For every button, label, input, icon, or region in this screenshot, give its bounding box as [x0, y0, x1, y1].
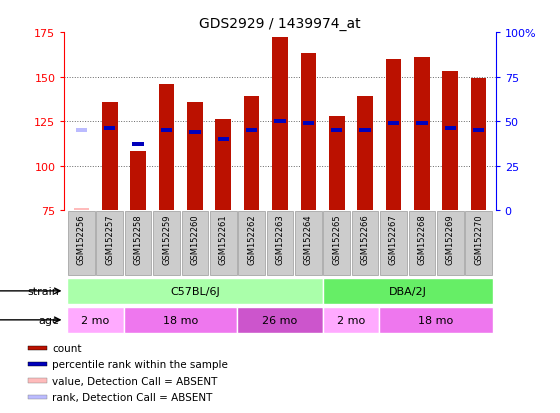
FancyBboxPatch shape — [408, 212, 435, 275]
Bar — [471, 79, 487, 211]
FancyBboxPatch shape — [153, 212, 180, 275]
Bar — [303, 121, 314, 126]
Bar — [388, 121, 399, 126]
Text: DBA/2J: DBA/2J — [389, 286, 427, 296]
Text: GSM152262: GSM152262 — [247, 214, 256, 264]
Bar — [27, 346, 47, 350]
FancyBboxPatch shape — [124, 307, 237, 333]
Bar — [27, 378, 47, 383]
Bar — [473, 128, 484, 133]
Bar — [27, 362, 47, 366]
FancyBboxPatch shape — [181, 212, 208, 275]
FancyBboxPatch shape — [67, 278, 323, 304]
FancyBboxPatch shape — [465, 212, 492, 275]
Text: 18 mo: 18 mo — [163, 315, 198, 325]
Bar — [130, 152, 146, 211]
Text: GSM152269: GSM152269 — [446, 214, 455, 264]
FancyBboxPatch shape — [324, 212, 350, 275]
Bar — [442, 72, 458, 211]
Bar — [187, 102, 203, 211]
Text: GSM152263: GSM152263 — [276, 214, 284, 265]
FancyBboxPatch shape — [237, 307, 323, 333]
Bar — [416, 121, 427, 126]
FancyBboxPatch shape — [295, 212, 321, 275]
Bar — [272, 38, 288, 211]
Text: strain: strain — [27, 286, 59, 296]
Bar — [104, 127, 115, 131]
Bar — [189, 130, 200, 135]
Bar — [73, 209, 89, 211]
Text: GSM152267: GSM152267 — [389, 214, 398, 265]
FancyBboxPatch shape — [352, 212, 379, 275]
Text: GSM152266: GSM152266 — [361, 214, 370, 265]
Bar — [102, 102, 118, 211]
Bar — [244, 97, 259, 211]
FancyBboxPatch shape — [96, 212, 123, 275]
Text: GSM152258: GSM152258 — [134, 214, 143, 264]
Text: GSM152264: GSM152264 — [304, 214, 313, 264]
Bar — [445, 127, 456, 131]
Text: age: age — [38, 315, 59, 325]
FancyBboxPatch shape — [210, 212, 236, 275]
Bar — [386, 60, 402, 211]
FancyBboxPatch shape — [267, 212, 293, 275]
FancyBboxPatch shape — [323, 307, 379, 333]
Text: GSM152261: GSM152261 — [219, 214, 228, 264]
Text: 2 mo: 2 mo — [82, 315, 110, 325]
Bar — [329, 116, 344, 211]
FancyBboxPatch shape — [380, 212, 407, 275]
Bar — [216, 120, 231, 211]
Text: 2 mo: 2 mo — [337, 315, 365, 325]
Text: value, Detection Call = ABSENT: value, Detection Call = ABSENT — [53, 376, 218, 386]
Bar — [301, 55, 316, 211]
FancyBboxPatch shape — [437, 212, 464, 275]
Text: count: count — [53, 343, 82, 353]
FancyBboxPatch shape — [239, 212, 265, 275]
Text: C57BL/6J: C57BL/6J — [170, 286, 220, 296]
Bar — [246, 128, 257, 133]
Text: 26 mo: 26 mo — [263, 315, 297, 325]
Bar — [133, 143, 144, 147]
Bar — [357, 97, 373, 211]
Text: GSM152256: GSM152256 — [77, 214, 86, 264]
Text: GSM152259: GSM152259 — [162, 214, 171, 264]
Text: GSM152270: GSM152270 — [474, 214, 483, 264]
Bar — [161, 128, 172, 133]
Bar — [27, 395, 47, 399]
Text: GSM152268: GSM152268 — [417, 214, 426, 265]
Bar — [218, 138, 229, 142]
FancyBboxPatch shape — [379, 307, 493, 333]
Bar — [331, 128, 342, 133]
Bar — [76, 128, 87, 133]
Bar — [414, 58, 430, 211]
FancyBboxPatch shape — [125, 212, 152, 275]
Title: GDS2929 / 1439974_at: GDS2929 / 1439974_at — [199, 17, 361, 31]
Text: GSM152265: GSM152265 — [332, 214, 341, 264]
Text: 18 mo: 18 mo — [418, 315, 454, 325]
Bar — [360, 128, 371, 133]
FancyBboxPatch shape — [67, 307, 124, 333]
Text: GSM152257: GSM152257 — [105, 214, 114, 264]
Text: rank, Detection Call = ABSENT: rank, Detection Call = ABSENT — [53, 392, 213, 402]
FancyBboxPatch shape — [68, 212, 95, 275]
Text: percentile rank within the sample: percentile rank within the sample — [53, 359, 228, 369]
FancyBboxPatch shape — [323, 278, 493, 304]
Bar — [274, 120, 286, 124]
Text: GSM152260: GSM152260 — [190, 214, 199, 264]
Bar — [158, 85, 174, 211]
